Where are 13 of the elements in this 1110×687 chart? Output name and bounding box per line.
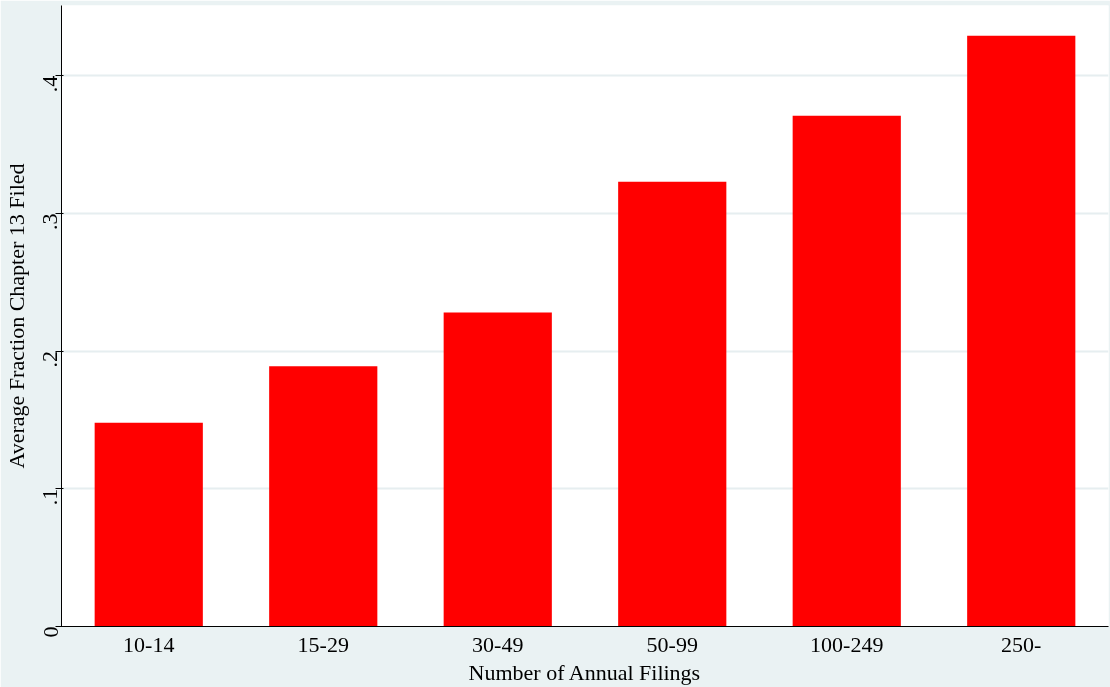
y-tick-label: .3 bbox=[37, 213, 63, 230]
x-tick-label: 30-49 bbox=[472, 631, 524, 657]
x-tick-label: 100-249 bbox=[810, 631, 884, 657]
x-tick-label: 250- bbox=[1001, 631, 1042, 657]
y-tick-label: .4 bbox=[37, 75, 63, 93]
y-tick-label: .1 bbox=[37, 488, 63, 506]
x-tick-label: 10-14 bbox=[123, 631, 175, 657]
y-tick-label: .2 bbox=[37, 351, 63, 368]
y-tick-label: 0 bbox=[37, 626, 63, 638]
x-tick-label: 15-29 bbox=[297, 631, 349, 657]
x-axis-title: Number of Annual Filings bbox=[468, 659, 701, 685]
x-tick-label: 50-99 bbox=[646, 631, 698, 657]
y-axis-title: Average Fraction Chapter 13 Filed bbox=[3, 163, 29, 469]
